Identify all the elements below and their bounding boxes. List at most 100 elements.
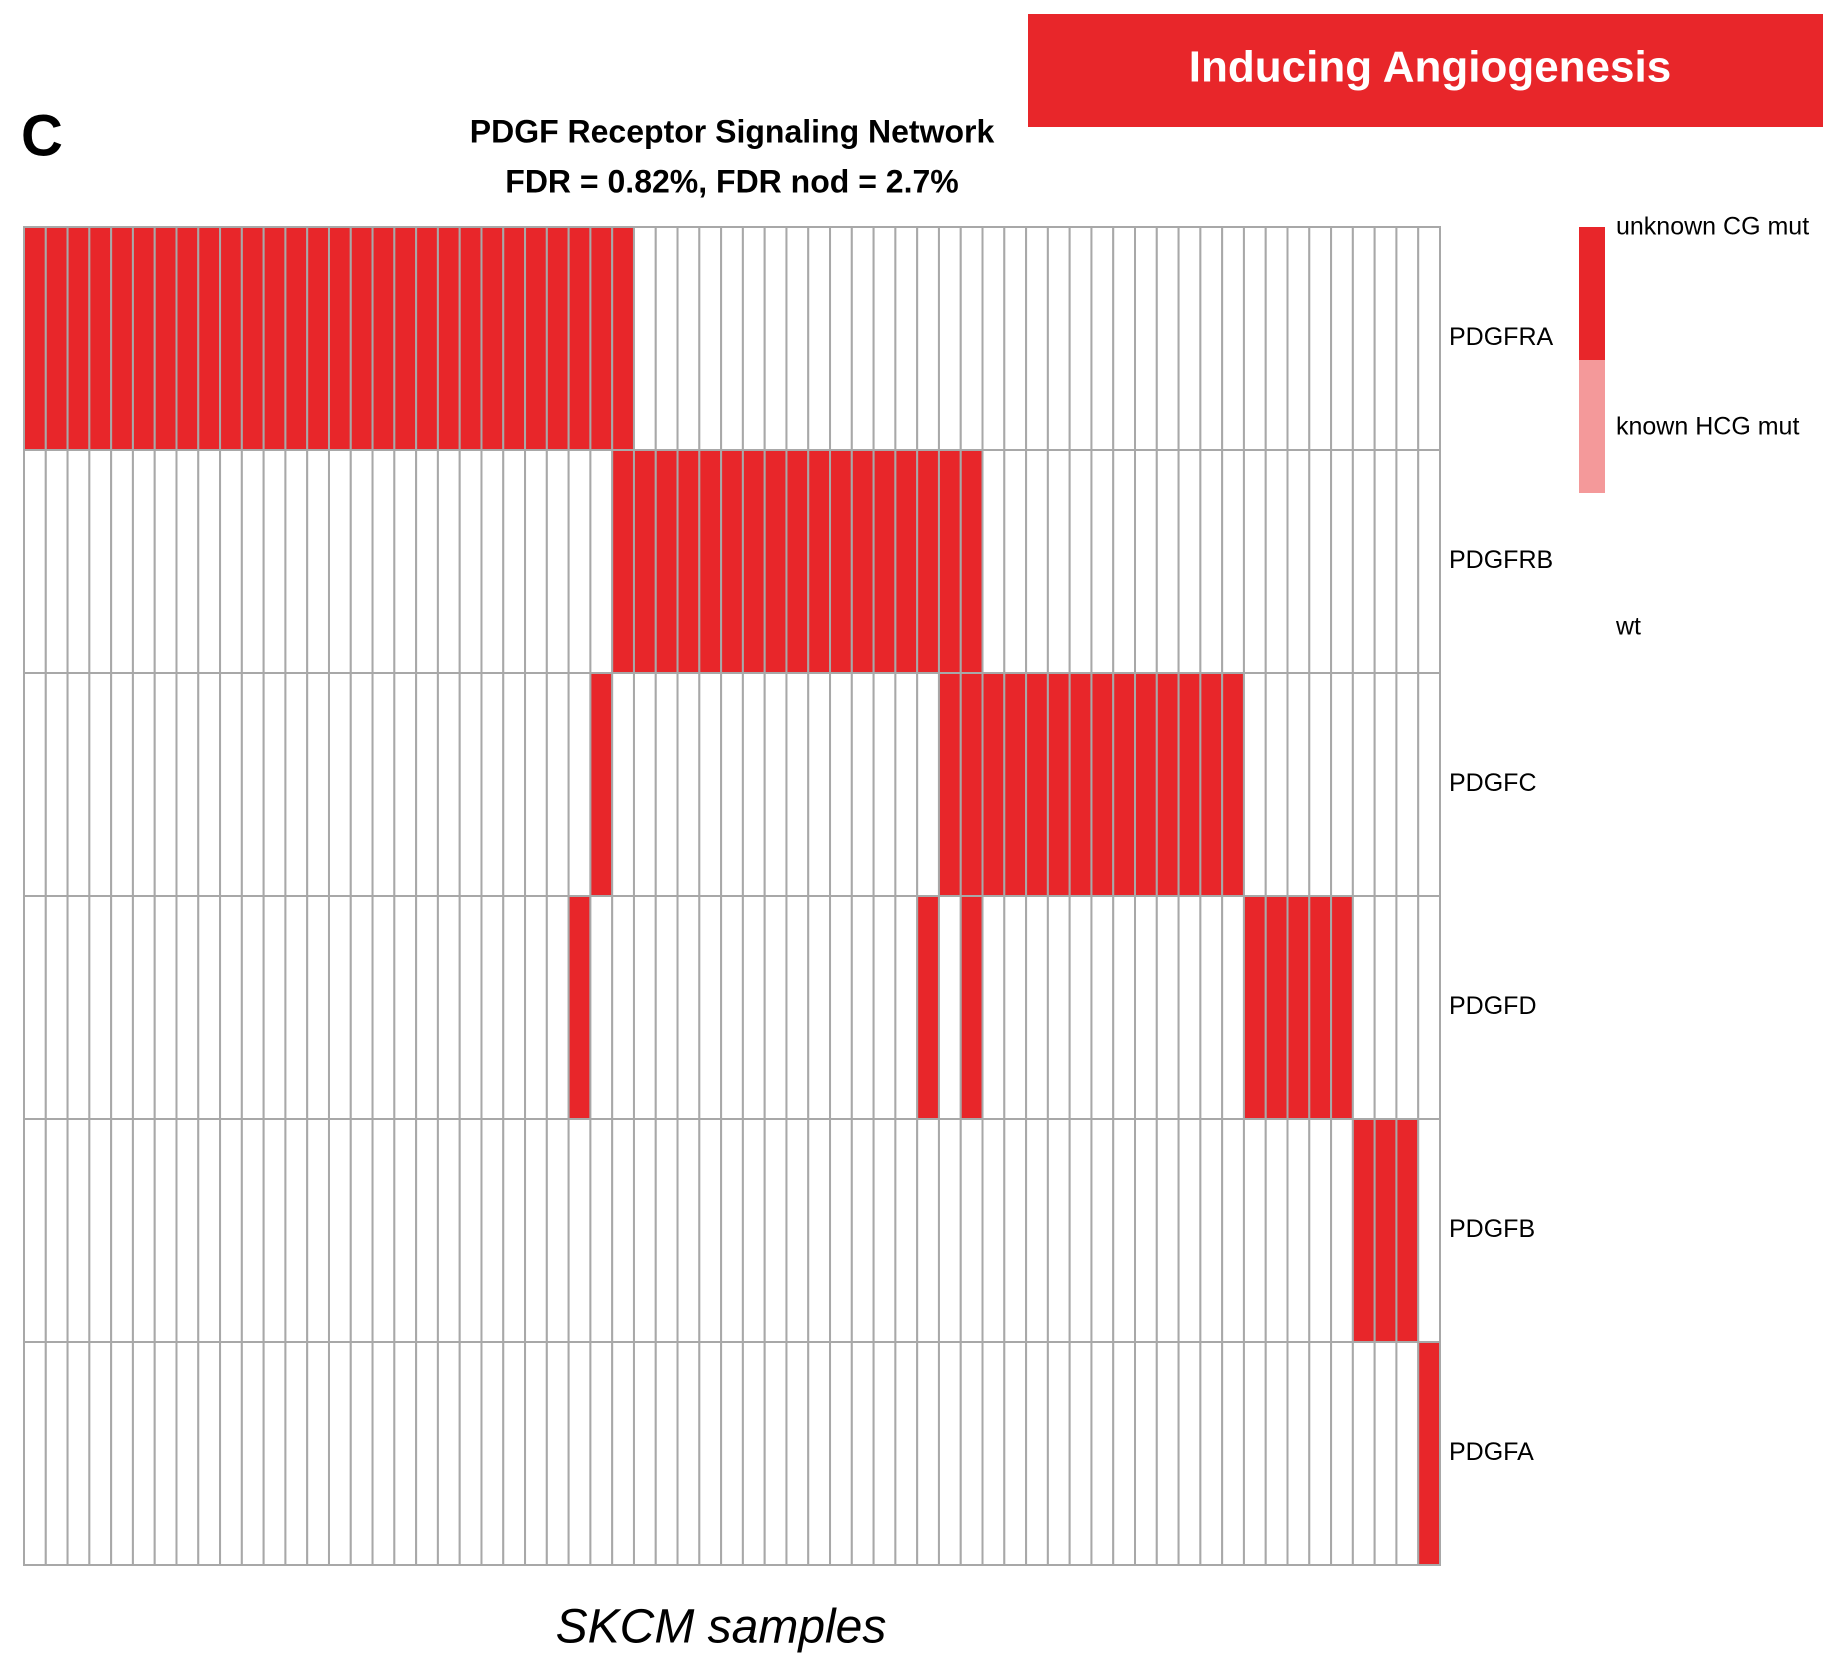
cell (1330, 895, 1354, 1120)
cell (632, 226, 657, 451)
cell (916, 449, 940, 674)
cell (872, 449, 897, 674)
cell (1068, 1118, 1093, 1343)
cell (1199, 226, 1224, 451)
cell (1417, 226, 1441, 451)
cell (306, 672, 330, 897)
cell (502, 895, 527, 1120)
cell (262, 1341, 287, 1566)
cell (284, 672, 309, 897)
cell (894, 1341, 919, 1566)
cell (763, 1341, 788, 1566)
cell (480, 672, 505, 897)
cell (240, 895, 265, 1120)
cell (959, 226, 984, 451)
cell (829, 895, 853, 1120)
cell (1417, 895, 1441, 1120)
cell (1112, 226, 1137, 451)
cell (1373, 449, 1398, 674)
cell (1068, 672, 1093, 897)
cell (829, 226, 853, 451)
cell (959, 1118, 984, 1343)
cell (1025, 672, 1049, 897)
cell (1003, 672, 1028, 897)
cell (44, 449, 69, 674)
cell (44, 226, 69, 451)
cell (349, 672, 374, 897)
cell (436, 449, 461, 674)
cell (872, 672, 897, 897)
cell (937, 226, 962, 451)
cell (284, 449, 309, 674)
cell (1417, 1118, 1441, 1343)
cell (349, 1341, 374, 1566)
cell (567, 226, 592, 451)
cell (1395, 1341, 1420, 1566)
cell (741, 1118, 766, 1343)
cell (850, 1118, 875, 1343)
cell (807, 449, 832, 674)
cell (110, 1118, 134, 1343)
cell (66, 449, 91, 674)
cell (175, 226, 200, 451)
cell (1025, 449, 1049, 674)
cell (1134, 895, 1158, 1120)
cell (371, 1118, 396, 1343)
cell (545, 1118, 570, 1343)
legend-label: known HCG mut (1616, 413, 1799, 441)
cell (44, 1341, 69, 1566)
cell (807, 1341, 832, 1566)
cell (720, 1118, 744, 1343)
cell (197, 1118, 222, 1343)
cell (589, 1341, 614, 1566)
cell (131, 1118, 156, 1343)
cell (502, 672, 527, 897)
cell (219, 1118, 243, 1343)
cell (240, 449, 265, 674)
legend-swatch (1579, 360, 1605, 493)
cell (1395, 226, 1420, 451)
cell (415, 1118, 439, 1343)
cell (1395, 672, 1420, 897)
cell (741, 672, 766, 897)
cell (1286, 672, 1311, 897)
cell (741, 226, 766, 451)
cell (1242, 895, 1267, 1120)
cell (524, 449, 548, 674)
cell (502, 226, 527, 451)
cell (1199, 895, 1224, 1120)
cell (23, 1341, 47, 1566)
cell (153, 449, 178, 674)
cell (1199, 1118, 1224, 1343)
cell (589, 226, 614, 451)
cell (66, 1341, 91, 1566)
cell (1046, 1341, 1071, 1566)
cell (458, 1341, 483, 1566)
cell (1286, 1118, 1311, 1343)
cell (567, 449, 592, 674)
cell (1134, 1341, 1158, 1566)
cell (1177, 226, 1202, 451)
cell (1286, 449, 1311, 674)
cell (436, 895, 461, 1120)
cell (1373, 226, 1398, 451)
cell (371, 672, 396, 897)
cell (110, 672, 134, 897)
cell (1155, 1341, 1180, 1566)
cell (1351, 226, 1376, 451)
cell (763, 449, 788, 674)
cell (1155, 226, 1180, 451)
cell (676, 449, 701, 674)
cell (785, 226, 810, 451)
cell (1242, 1341, 1267, 1566)
cell (1242, 226, 1267, 451)
cell (807, 895, 832, 1120)
cell (66, 672, 91, 897)
cell (1330, 672, 1354, 897)
cell (720, 226, 744, 451)
cell (219, 449, 243, 674)
cell (284, 895, 309, 1120)
cell (785, 895, 810, 1120)
cell (676, 672, 701, 897)
